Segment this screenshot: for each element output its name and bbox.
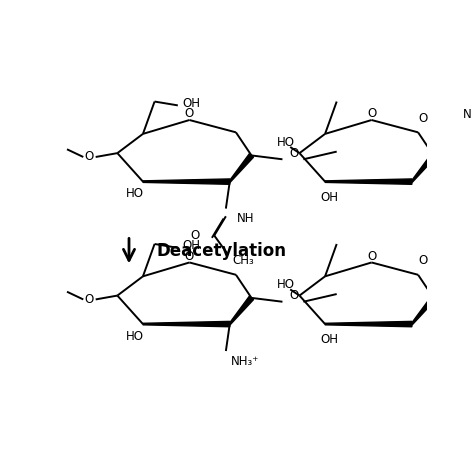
Polygon shape xyxy=(143,179,230,184)
Text: HO: HO xyxy=(276,278,294,292)
Polygon shape xyxy=(411,154,436,182)
Text: HO: HO xyxy=(126,187,144,201)
Polygon shape xyxy=(325,321,412,327)
Text: O: O xyxy=(290,146,299,160)
Text: O: O xyxy=(190,229,200,242)
Text: O: O xyxy=(185,250,194,263)
Polygon shape xyxy=(229,296,254,325)
Polygon shape xyxy=(143,321,230,327)
Text: O: O xyxy=(418,112,428,125)
Polygon shape xyxy=(411,296,436,325)
Text: OH: OH xyxy=(183,97,201,109)
Text: NH₃⁺: NH₃⁺ xyxy=(231,355,259,367)
Polygon shape xyxy=(325,179,412,184)
Text: CH₃: CH₃ xyxy=(233,255,255,267)
Text: NH: NH xyxy=(237,212,254,226)
Text: O: O xyxy=(185,107,194,120)
Text: OH: OH xyxy=(320,191,338,203)
Text: O: O xyxy=(367,250,376,263)
Polygon shape xyxy=(229,154,254,182)
Text: O: O xyxy=(367,107,376,120)
Text: N: N xyxy=(463,108,471,121)
Text: HO: HO xyxy=(126,330,144,343)
Text: O: O xyxy=(418,255,428,267)
Text: O: O xyxy=(85,293,94,306)
Text: O: O xyxy=(290,289,299,302)
Text: O: O xyxy=(85,150,94,164)
Text: OH: OH xyxy=(183,239,201,252)
Text: Deacetylation: Deacetylation xyxy=(157,242,287,260)
Text: OH: OH xyxy=(320,333,338,346)
Text: HO: HO xyxy=(276,136,294,149)
